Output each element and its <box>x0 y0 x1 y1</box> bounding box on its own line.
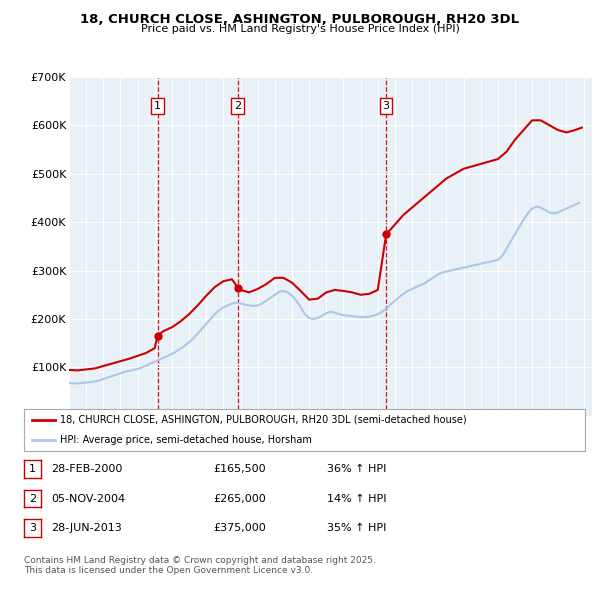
Text: Contains HM Land Registry data © Crown copyright and database right 2025.
This d: Contains HM Land Registry data © Crown c… <box>24 556 376 575</box>
Text: 2: 2 <box>29 494 36 503</box>
Text: 36% ↑ HPI: 36% ↑ HPI <box>327 464 386 474</box>
Text: 1: 1 <box>29 464 36 474</box>
Text: 28-FEB-2000: 28-FEB-2000 <box>51 464 122 474</box>
Text: Price paid vs. HM Land Registry's House Price Index (HPI): Price paid vs. HM Land Registry's House … <box>140 24 460 34</box>
Text: £375,000: £375,000 <box>213 523 266 533</box>
Text: HPI: Average price, semi-detached house, Horsham: HPI: Average price, semi-detached house,… <box>61 435 313 445</box>
Text: 2: 2 <box>234 101 241 111</box>
Text: £265,000: £265,000 <box>213 494 266 503</box>
Text: 14% ↑ HPI: 14% ↑ HPI <box>327 494 386 503</box>
Text: 18, CHURCH CLOSE, ASHINGTON, PULBOROUGH, RH20 3DL: 18, CHURCH CLOSE, ASHINGTON, PULBOROUGH,… <box>80 13 520 26</box>
Text: £165,500: £165,500 <box>213 464 266 474</box>
Text: 3: 3 <box>29 523 36 533</box>
Text: 18, CHURCH CLOSE, ASHINGTON, PULBOROUGH, RH20 3DL (semi-detached house): 18, CHURCH CLOSE, ASHINGTON, PULBOROUGH,… <box>61 415 467 425</box>
Text: 3: 3 <box>383 101 389 111</box>
Text: 35% ↑ HPI: 35% ↑ HPI <box>327 523 386 533</box>
Text: 28-JUN-2013: 28-JUN-2013 <box>51 523 122 533</box>
Text: 1: 1 <box>154 101 161 111</box>
Text: 05-NOV-2004: 05-NOV-2004 <box>51 494 125 503</box>
